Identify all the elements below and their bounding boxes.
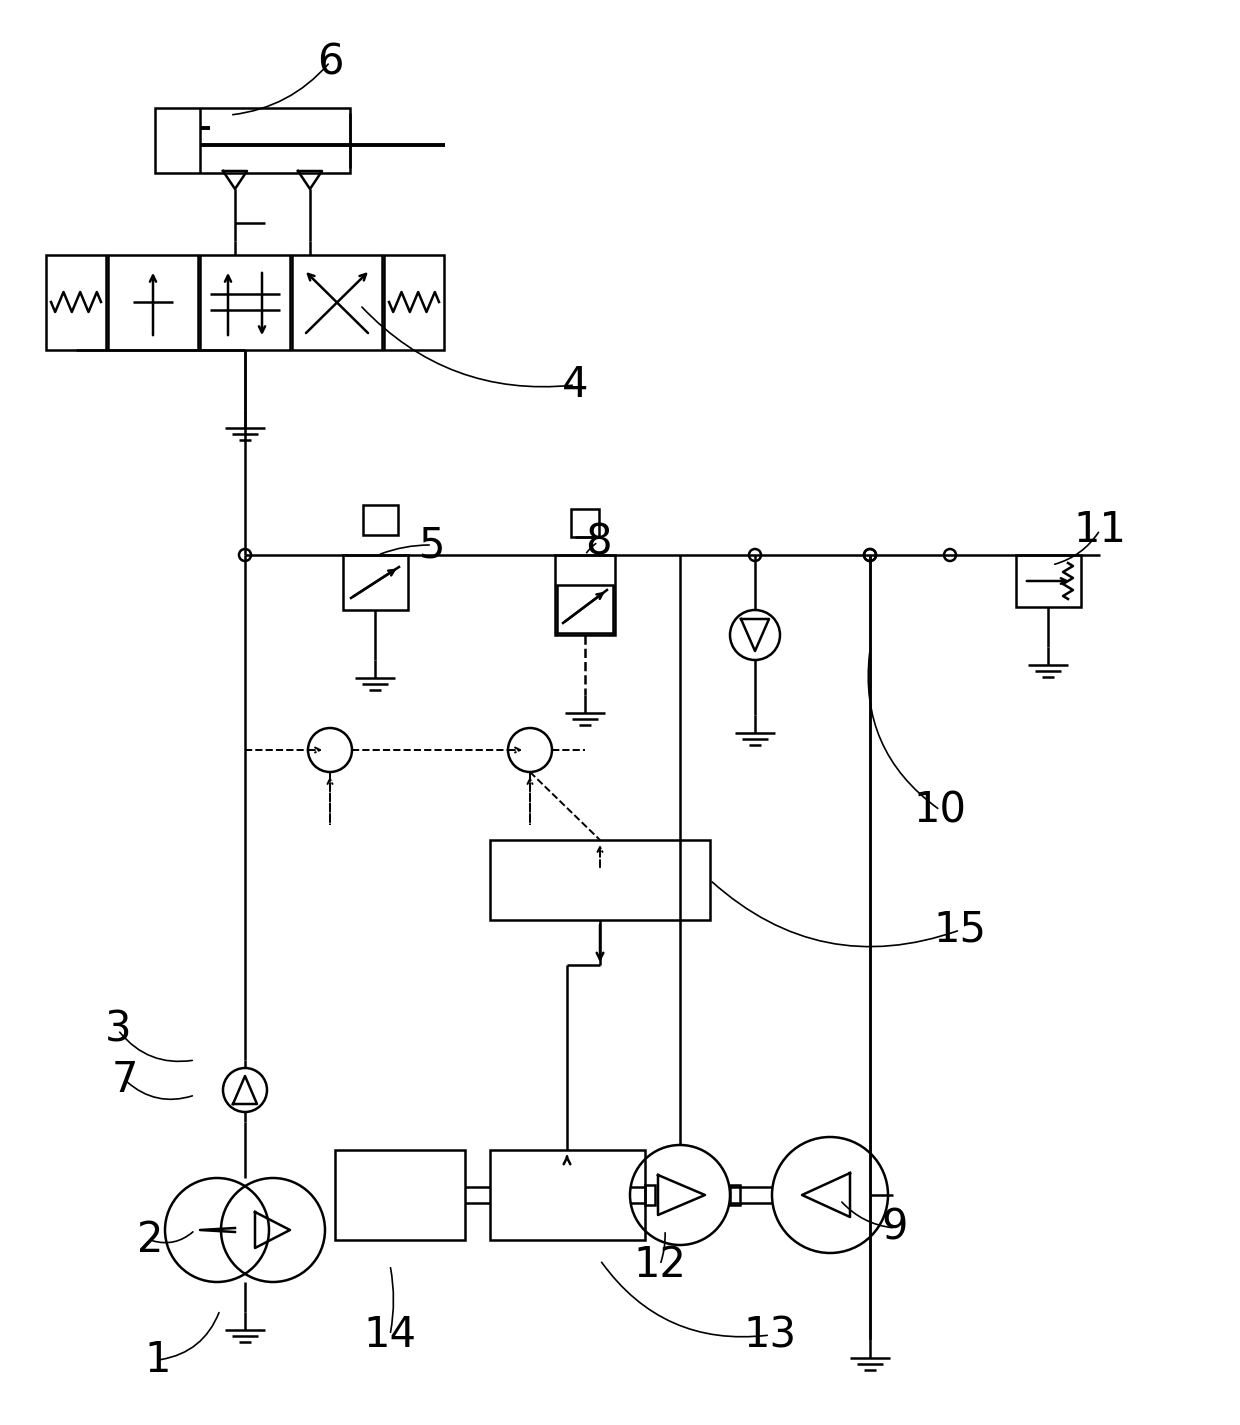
Bar <box>1016 554 1081 607</box>
Text: 8: 8 <box>585 522 611 563</box>
Bar <box>645 1186 655 1206</box>
Text: 3: 3 <box>104 1009 131 1052</box>
Bar <box>108 255 198 351</box>
Bar <box>46 255 105 351</box>
Bar <box>557 586 613 633</box>
Text: 5: 5 <box>419 524 445 566</box>
Bar <box>343 554 408 610</box>
Text: 13: 13 <box>744 1314 796 1357</box>
Bar <box>490 839 711 921</box>
Bar <box>335 1150 465 1240</box>
Text: 11: 11 <box>1074 509 1126 551</box>
Text: 6: 6 <box>316 41 343 83</box>
Text: 1: 1 <box>145 1340 171 1381</box>
Text: 14: 14 <box>363 1314 417 1357</box>
Bar <box>570 509 599 537</box>
Bar <box>556 554 615 636</box>
Text: 4: 4 <box>562 363 588 406</box>
Bar <box>730 1186 740 1206</box>
Bar <box>200 255 290 351</box>
Bar <box>363 504 398 534</box>
Bar <box>291 255 382 351</box>
Text: 9: 9 <box>882 1207 908 1248</box>
Bar <box>155 108 350 172</box>
Bar <box>490 1150 645 1240</box>
Text: 12: 12 <box>634 1244 687 1285</box>
Text: 15: 15 <box>934 909 987 950</box>
Text: 2: 2 <box>136 1218 164 1261</box>
Text: 7: 7 <box>112 1059 138 1102</box>
Bar <box>384 255 444 351</box>
Text: 10: 10 <box>914 789 966 831</box>
